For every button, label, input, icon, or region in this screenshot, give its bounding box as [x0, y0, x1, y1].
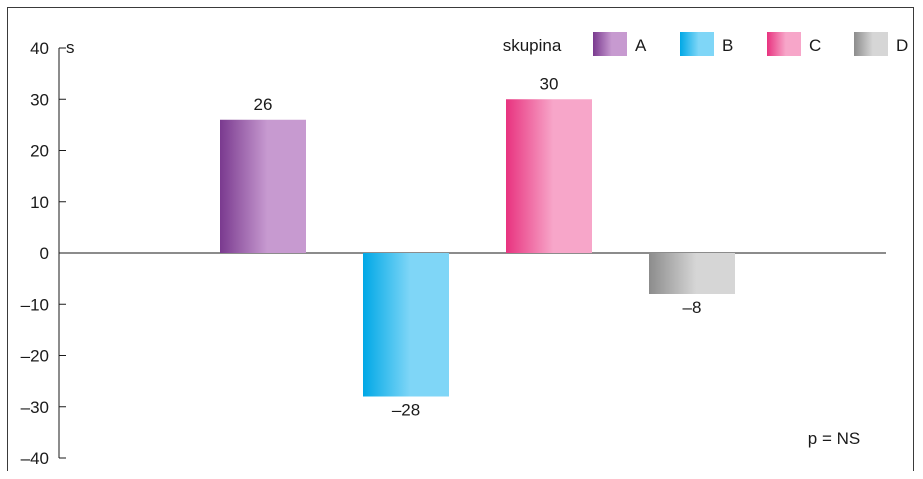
- legend-label-c: C: [809, 36, 821, 55]
- legend-label-d: D: [896, 36, 908, 55]
- legend-swatch-c: [767, 32, 801, 56]
- legend: skupina A B C D: [503, 32, 908, 56]
- y-axis: 40 30 20 10 0 –10 –20 –30 –40: [21, 39, 886, 468]
- y-tick-label: 0: [40, 244, 49, 263]
- data-label-a: 26: [254, 95, 273, 114]
- bar-c: [506, 99, 592, 253]
- data-label-c: 30: [540, 74, 559, 93]
- legend-label-a: A: [635, 36, 647, 55]
- chart-frame: [7, 7, 914, 471]
- legend-swatch-a: [593, 32, 627, 56]
- data-labels: 26 –28 30 –8: [254, 74, 702, 419]
- legend-swatch-b: [680, 32, 714, 56]
- legend-swatch-d: [854, 32, 888, 56]
- bar-a: [220, 119, 306, 253]
- y-axis-unit-label: s: [66, 38, 75, 57]
- legend-label-b: B: [722, 36, 733, 55]
- bar-b: [363, 253, 449, 397]
- y-tick-label: –30: [21, 398, 49, 417]
- significance-note: p = NS: [808, 429, 860, 448]
- data-label-b: –28: [392, 401, 420, 420]
- y-tick-label: –20: [21, 347, 49, 366]
- bar-d: [649, 253, 735, 294]
- legend-title: skupina: [503, 36, 562, 55]
- y-tick-label: 10: [30, 193, 49, 212]
- y-tick-label: 30: [30, 90, 49, 109]
- y-tick-label: –40: [21, 449, 49, 468]
- data-label-d: –8: [683, 298, 702, 317]
- y-tick-label: 40: [30, 39, 49, 58]
- y-tick-label: 20: [30, 142, 49, 161]
- y-tick-label: –10: [21, 295, 49, 314]
- bars: [220, 99, 735, 397]
